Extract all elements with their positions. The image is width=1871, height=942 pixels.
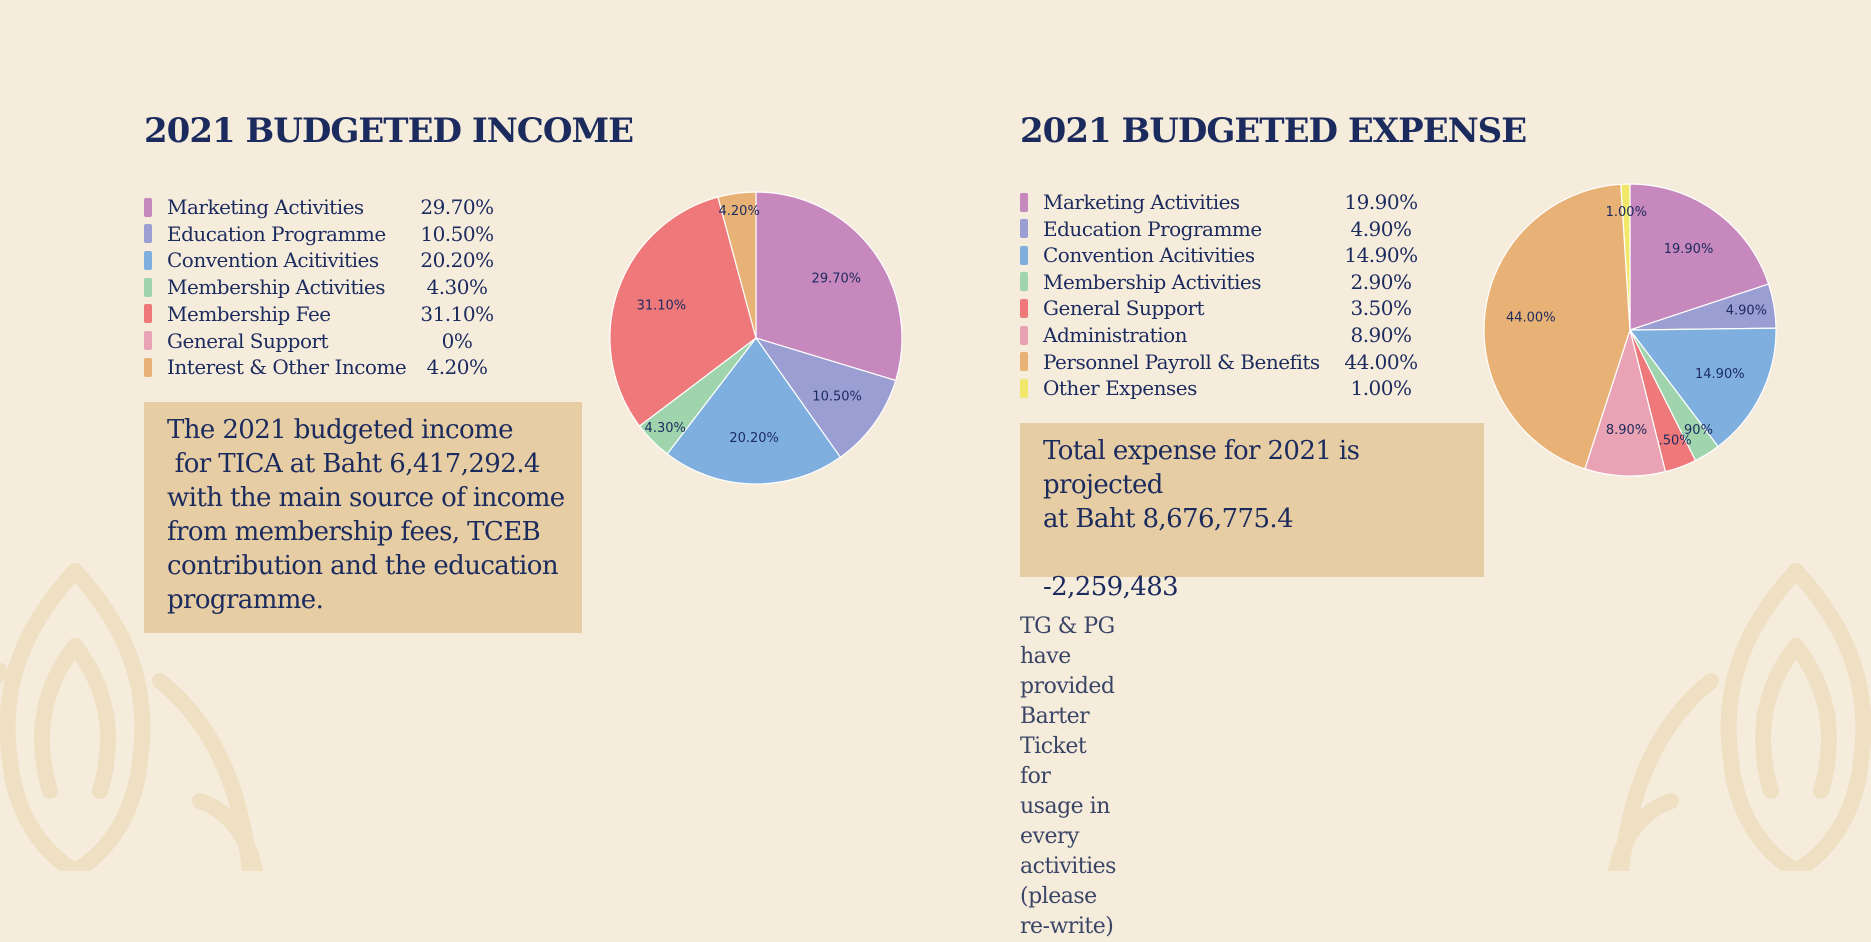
legend-value: 8.90% (1350, 323, 1412, 347)
pie-slice (755, 191, 903, 382)
legend-swatch (144, 331, 152, 350)
pie-slice-label: 19.90% (1664, 242, 1714, 257)
legend-item: Membership Fee (144, 301, 331, 327)
legend-value: 10.50% (420, 221, 494, 246)
pie-slice-label: 4.90% (1726, 303, 1767, 318)
legend-item: Education Programme (1020, 216, 1262, 242)
pie-slice (1483, 183, 1631, 470)
legend-label: Marketing Activities (167, 195, 364, 219)
legend-label: Marketing Activities (1043, 190, 1240, 214)
income-summary-text: The 2021 budgeted income for TICA at Bah… (167, 415, 565, 615)
thai-ornament-left (0, 563, 263, 871)
income-title: 2021 BUDGETED INCOME (144, 111, 634, 151)
legend-item: Membership Activities (144, 274, 386, 300)
pie-slice-label: 10.50% (812, 390, 862, 405)
pie-slice-label: 3.50% (1650, 434, 1691, 449)
legend-value: 4.90% (1350, 216, 1412, 241)
pie-slice-label: 4.20% (719, 204, 760, 219)
legend-swatch (1020, 272, 1028, 292)
expense-pie-chart: 19.90%4.90%14.90%2.90%3.50%8.90%44.00%1.… (1483, 183, 1777, 477)
legend-value: 29.70% (420, 195, 494, 219)
legend-item: Convention Acitivities (144, 247, 379, 273)
legend-label: General Support (1043, 296, 1205, 321)
expense-summary-box: Total expense for 2021 is projected at B… (1020, 423, 1484, 602)
legend-item: Personnel Payroll & Benefits (1020, 349, 1320, 375)
pie-slice (1628, 327, 1777, 448)
legend-item: Membership Activities (1020, 269, 1262, 295)
legend-item: General Support (144, 328, 329, 354)
pie-slice (717, 191, 757, 339)
expense-title: 2021 BUDGETED EXPENSE (1020, 111, 1527, 151)
pie-slice-label: 4.30% (645, 421, 686, 436)
legend-swatch (1020, 219, 1028, 239)
legend-label: Convention Acitivities (167, 248, 379, 273)
legend-value: 14.90% (1344, 243, 1418, 268)
legend-swatch (144, 197, 152, 217)
pie-slice (609, 196, 757, 427)
pie-slice-label: 31.10% (637, 299, 687, 314)
legend-swatch (1020, 298, 1028, 318)
pie-slice (1584, 327, 1667, 477)
legend-label: Membership Fee (167, 301, 331, 326)
legend-label: General Support (167, 328, 329, 353)
legend-swatch (144, 277, 152, 297)
legend-item: Marketing Activities (1020, 189, 1240, 215)
pie-slice (666, 336, 842, 485)
legend-item: Convention Acitivities (1020, 242, 1255, 268)
legend-value: 1.00% (1350, 376, 1412, 401)
legend-item: Administration (1020, 322, 1188, 348)
legend-item: Marketing Activities (144, 194, 364, 220)
pie-slice (1620, 183, 1631, 331)
pie-slice-label: 8.90% (1606, 423, 1647, 438)
legend-label: Interest & Other Income (167, 355, 407, 380)
legend-label: Membership Activities (167, 275, 386, 300)
legend-label: Administration (1043, 323, 1188, 347)
legend-swatch (1020, 352, 1028, 372)
legend-swatch (1020, 192, 1028, 212)
pie-slice-label: 29.70% (812, 271, 862, 286)
legend-label: Personnel Payroll & Benefits (1043, 349, 1320, 374)
income-summary-box: The 2021 budgeted income for TICA at Bah… (144, 402, 582, 633)
legend-swatch (144, 224, 152, 244)
legend-value: 31.10% (420, 301, 494, 326)
pie-slice (754, 336, 897, 459)
legend-label: Education Programme (1043, 216, 1262, 241)
legend-value: 44.00% (1344, 349, 1418, 374)
legend-item: Interest & Other Income (144, 354, 407, 380)
legend-value: 4.20% (426, 355, 488, 380)
pie-slice (1629, 183, 1770, 331)
income-pie-chart: 29.70% 10.50% 20.20% 4.30% 31.10% 4.20% (609, 191, 903, 485)
legend-value: 19.90% (1344, 190, 1418, 214)
legend-value: 20.20% (420, 248, 494, 273)
barter-ticket-note: TG & PG have provided Barter Ticket for … (1020, 614, 1116, 939)
legend-swatch (1020, 245, 1028, 265)
pie-slice-label: 1.00% (1606, 205, 1647, 220)
legend-value: 0% (441, 328, 473, 353)
legend-swatch (1020, 378, 1028, 398)
legend-swatch (144, 250, 152, 270)
legend-label: Other Expenses (1043, 376, 1197, 401)
legend-label: Membership Activities (1043, 269, 1262, 294)
legend-label: Education Programme (167, 221, 386, 246)
legend-swatch (1020, 325, 1028, 345)
pie-slice-label: 44.00% (1506, 310, 1556, 325)
legend-item: Other Expenses (1020, 375, 1197, 401)
legend-value: 2.90% (1350, 269, 1412, 294)
thai-ornament-right (1608, 563, 1871, 871)
legend-swatch (144, 357, 152, 377)
pie-slice-label: 20.20% (729, 431, 779, 446)
legend-label: Convention Acitivities (1043, 243, 1255, 268)
legend-value: 3.50% (1350, 296, 1412, 321)
pie-slice-label: 14.90% (1695, 367, 1745, 382)
legend-swatch (144, 304, 152, 324)
expense-summary-text: Total expense for 2021 is projected at B… (1043, 436, 1360, 602)
legend-item: Education Programme (144, 221, 386, 247)
legend-value: 4.30% (426, 275, 488, 300)
legend-item: General Support (1020, 295, 1205, 321)
